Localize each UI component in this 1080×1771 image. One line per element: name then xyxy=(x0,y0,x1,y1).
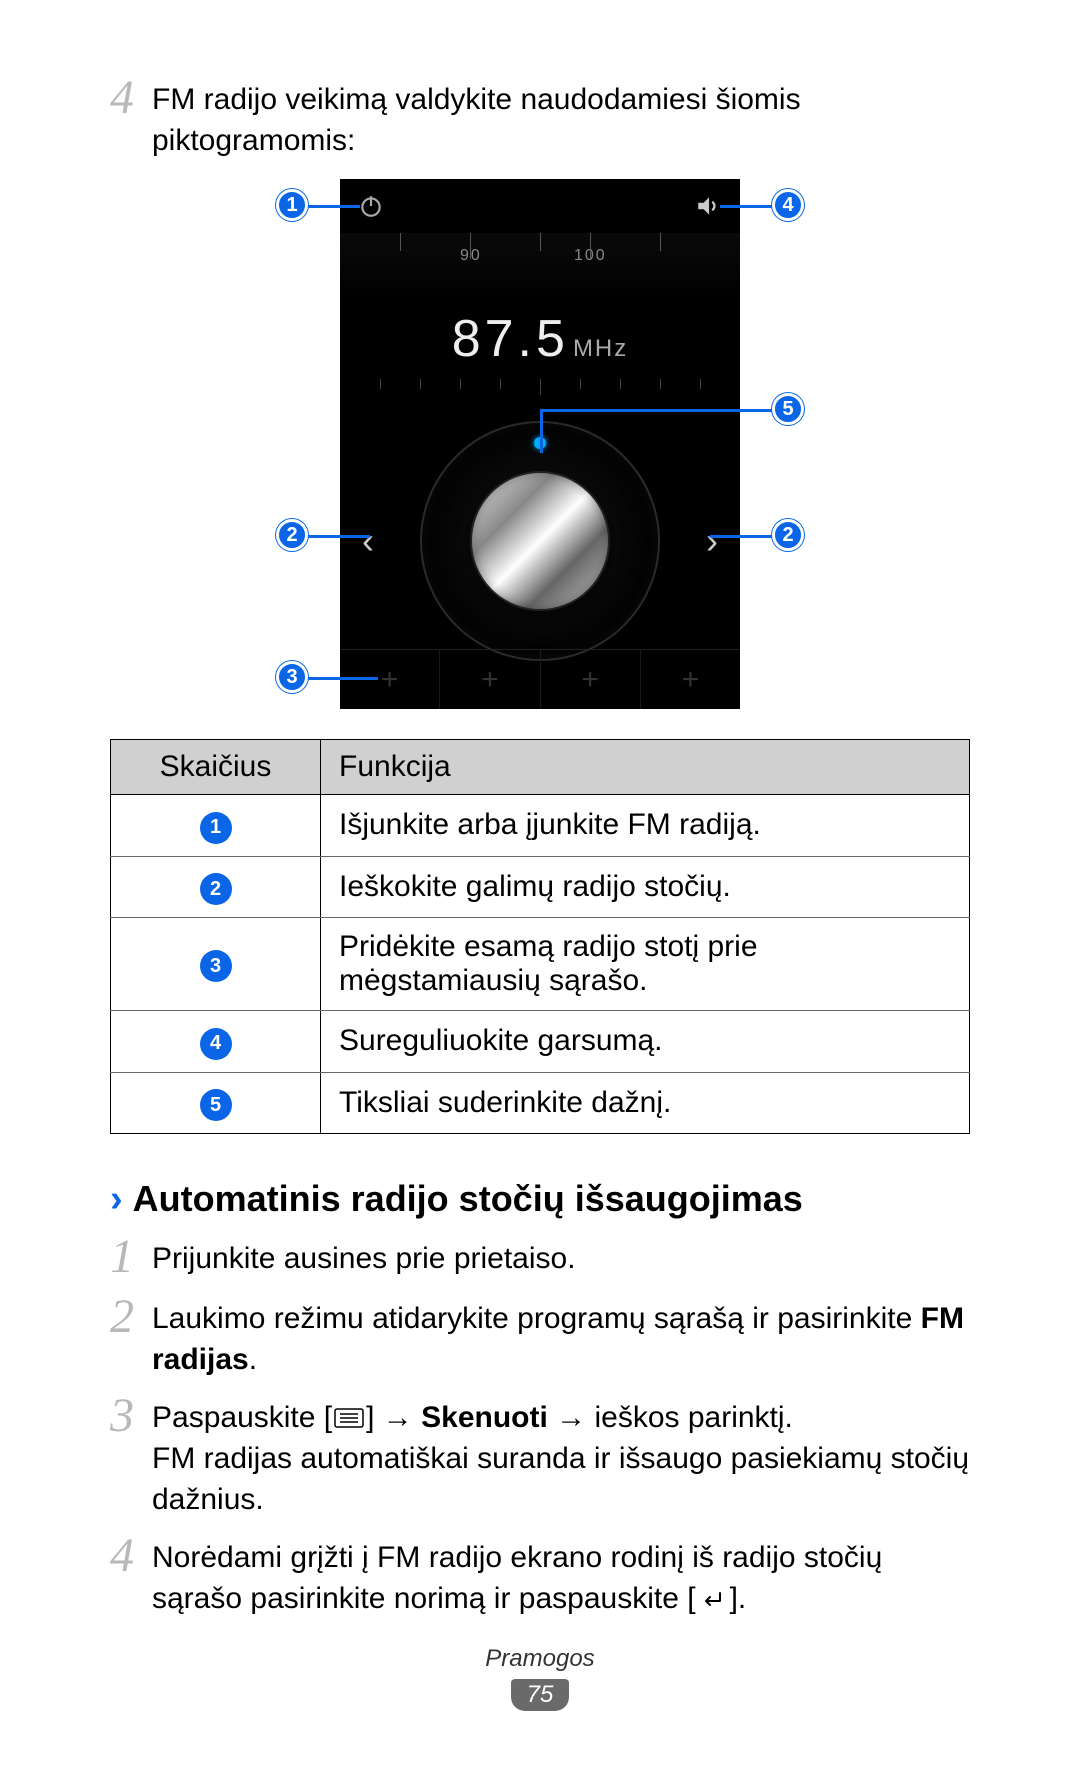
step-text: Paspauskite [] → Skenuoti → ieškos parin… xyxy=(152,1398,970,1520)
radio-figure: 90 100 87.5MHz ‹ › xyxy=(270,179,810,709)
row-text: Tiksliai suderinkite dažnį. xyxy=(321,1072,970,1134)
row-badge: 1 xyxy=(200,812,232,844)
dial-knob xyxy=(470,471,610,611)
menu-icon xyxy=(334,1399,364,1440)
step-number: 1 xyxy=(110,1233,152,1281)
callout-1: 1 xyxy=(276,189,308,221)
table-row: 4 Sureguliuokite garsumą. xyxy=(111,1011,970,1073)
step-number: 4 xyxy=(110,1532,152,1580)
back-icon xyxy=(698,1580,728,1621)
chevron-right-icon: › xyxy=(706,520,718,562)
callout-4: 4 xyxy=(772,189,804,221)
row-badge: 5 xyxy=(200,1089,232,1121)
step-text: Prijunkite ausines prie prietaiso. xyxy=(152,1239,970,1280)
frequency-unit: MHz xyxy=(573,335,628,362)
table-row: 5 Tiksliai suderinkite dažnį. xyxy=(111,1072,970,1134)
function-table: Skaičius Funkcija 1 Išjunkite arba įjunk… xyxy=(110,739,970,1134)
callout-2-right: 2 xyxy=(772,519,804,551)
preset-slot: + xyxy=(641,650,740,709)
frequency-scale: 90 100 xyxy=(340,233,740,303)
row-text: Pridėkite esamą radijo stotį prie mėgsta… xyxy=(321,918,970,1011)
frequency-display: 87.5MHz xyxy=(340,309,740,369)
step-number: 2 xyxy=(110,1293,152,1341)
power-icon xyxy=(358,193,384,219)
row-text: Ieškokite galimų radijo stočių. xyxy=(321,856,970,918)
preset-bar: + + + + xyxy=(340,649,740,709)
callout-2-left: 2 xyxy=(276,519,308,551)
row-badge: 3 xyxy=(200,950,232,982)
row-text: Sureguliuokite garsumą. xyxy=(321,1011,970,1073)
row-badge: 2 xyxy=(200,873,232,905)
row-badge: 4 xyxy=(200,1028,232,1060)
step-4-top: 4 FM radijo veikimą valdykite naudodamie… xyxy=(110,80,970,161)
table-row: 2 Ieškokite galimų radijo stočių. xyxy=(111,856,970,918)
volume-icon xyxy=(694,193,722,219)
step-4: 4 Norėdami grįžti į FM radijo ekrano rod… xyxy=(110,1538,970,1620)
step-2: 2 Laukimo režimu atidarykite programų są… xyxy=(110,1299,970,1380)
frequency-value: 87.5 xyxy=(452,310,569,368)
table-row: 3 Pridėkite esamą radijo stotį prie mėgs… xyxy=(111,918,970,1011)
row-text: Išjunkite arba įjunkite FM radiją. xyxy=(321,795,970,857)
page-footer: Pramogos 75 xyxy=(0,1645,1080,1711)
subheading-text: Automatinis radijo stočių išsaugojimas xyxy=(133,1178,803,1220)
table-row: 1 Išjunkite arba įjunkite FM radiją. xyxy=(111,795,970,857)
table-header-number: Skaičius xyxy=(111,740,321,795)
callout-5: 5 xyxy=(772,393,804,425)
chevron-right-icon: › xyxy=(110,1178,123,1221)
step-text: FM radijo veikimą valdykite naudodamiesi… xyxy=(152,80,970,161)
callout-3: 3 xyxy=(276,661,308,693)
preset-slot: + xyxy=(440,650,540,709)
preset-slot: + xyxy=(541,650,641,709)
footer-section: Pramogos xyxy=(0,1645,1080,1673)
step-number: 3 xyxy=(110,1392,152,1440)
section-subheading: › Automatinis radijo stočių išsaugojimas xyxy=(110,1178,970,1221)
step-text: Laukimo režimu atidarykite programų sąra… xyxy=(152,1299,970,1380)
page-number: 75 xyxy=(511,1679,570,1711)
fine-ruler xyxy=(340,379,740,405)
chevron-left-icon: ‹ xyxy=(362,520,374,562)
step-1: 1 Prijunkite ausines prie prietaiso. xyxy=(110,1239,970,1281)
table-header-function: Funkcija xyxy=(321,740,970,795)
step-number: 4 xyxy=(110,74,152,122)
step-3: 3 Paspauskite [] → Skenuoti → ieškos par… xyxy=(110,1398,970,1520)
step-text: Norėdami grįžti į FM radijo ekrano rodin… xyxy=(152,1538,970,1620)
bold-label: Skenuoti xyxy=(421,1401,548,1434)
